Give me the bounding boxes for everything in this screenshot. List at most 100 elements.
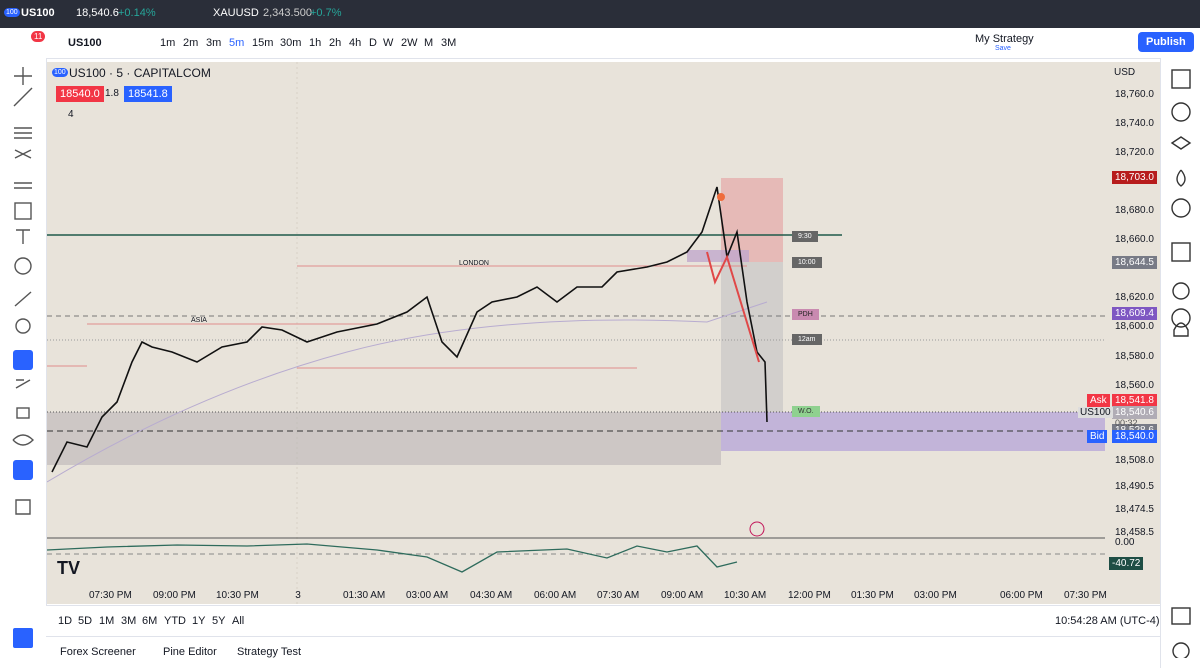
- sell-button[interactable]: 18540.0: [56, 86, 104, 102]
- indicator-count: 4: [68, 109, 74, 120]
- interval-button[interactable]: 1m: [160, 37, 176, 49]
- tab-symbol[interactable]: XAUUSD: [213, 7, 259, 19]
- range-button[interactable]: 6M: [142, 615, 158, 627]
- publish-button[interactable]: Publish: [1138, 32, 1194, 52]
- bottom-panel: [46, 605, 1160, 669]
- price-tick-label: 18,620.0: [1115, 292, 1154, 304]
- widget-bar: [1160, 58, 1200, 668]
- time-tick-label: 09:00 PM: [153, 590, 196, 601]
- price-tick-label: 18,600.0: [1115, 321, 1154, 333]
- price-badge: 18,609.4: [1112, 306, 1157, 320]
- oscillator-zero: 0.00: [1115, 537, 1135, 548]
- interval-button[interactable]: 2W: [401, 37, 418, 49]
- interval-button[interactable]: 30m: [280, 37, 302, 49]
- range-button[interactable]: YTD: [164, 615, 186, 627]
- chart-label: 12am: [792, 334, 822, 345]
- time-tick-label: 3: [295, 590, 301, 601]
- price-tick-label: 18,740.0: [1115, 118, 1154, 130]
- widget-icons: [1170, 69, 1192, 660]
- time-tick-label: 01:30 AM: [343, 590, 386, 601]
- price-tick-label: 18,760.0: [1115, 89, 1154, 100]
- time-tick-label: 03:00 PM: [914, 590, 957, 601]
- divider: [46, 636, 1160, 637]
- tab-price: 18,540.6: [76, 7, 119, 19]
- price-badge: 18,644.5: [1112, 255, 1157, 269]
- time-tick-label: 06:00 PM: [1000, 590, 1043, 601]
- ask-tag: Ask: [1087, 394, 1110, 407]
- countdown: 00:32: [1115, 418, 1138, 428]
- price-tick-label: 18,458.5: [1115, 527, 1154, 539]
- range-button[interactable]: All: [232, 615, 245, 627]
- interval-button[interactable]: 2h: [329, 37, 342, 49]
- price-tick-label: 18,508.0: [1115, 455, 1154, 467]
- price-axis: [1105, 62, 1160, 604]
- notification-badge: 11: [31, 31, 46, 42]
- strategy-menu[interactable]: My Strategy: [975, 33, 1034, 45]
- time-tick-label: 07:30 PM: [1064, 590, 1107, 601]
- range-button[interactable]: 1D: [58, 615, 73, 627]
- bid-tag: Bid: [1087, 430, 1108, 443]
- chart-label: PDH: [792, 309, 819, 320]
- range-button[interactable]: 5Y: [212, 615, 226, 627]
- interval-button[interactable]: M: [424, 37, 434, 49]
- time-tick-label: 10:30 AM: [724, 590, 767, 601]
- price-tick-label: 18,720.0: [1115, 147, 1154, 159]
- strategy-status: Save: [995, 45, 1011, 52]
- tab-symbol[interactable]: US100: [21, 7, 55, 19]
- symbol-badge: 100: [52, 68, 68, 77]
- interval-button[interactable]: 3M: [441, 37, 457, 49]
- bid-price: 18,540.0: [1112, 430, 1157, 443]
- currency-select[interactable]: USD: [1114, 67, 1136, 78]
- interval-button[interactable]: 4h: [349, 37, 362, 49]
- tab-change: +0.14%: [118, 7, 156, 19]
- drawing-toolbar: [0, 58, 47, 668]
- chart-title: US100 · 5 · CAPITALCOM: [69, 66, 211, 80]
- chart-canvas: TV: [47, 62, 1105, 604]
- oscillator-value: -40.72: [1109, 557, 1144, 570]
- range-button[interactable]: 1M: [99, 615, 115, 627]
- time-tick-label: 06:00 AM: [534, 590, 577, 601]
- interval-button[interactable]: 1h: [309, 37, 322, 49]
- interval-button[interactable]: 2m: [183, 37, 199, 49]
- range-button[interactable]: 1Y: [192, 615, 206, 627]
- price-tick-label: 18,580.0: [1115, 350, 1154, 362]
- clock: 10:54:28 AM (UTC-4): [1055, 615, 1160, 627]
- price-tick-label: 18,560.0: [1115, 379, 1154, 391]
- time-tick-label: 07:30 AM: [597, 590, 640, 601]
- price-tick-label: 18,680.0: [1115, 205, 1154, 217]
- time-tick-label: 09:00 AM: [661, 590, 704, 601]
- bottom-tab[interactable]: Pine Editor: [163, 646, 217, 658]
- chart-label: LONDON: [459, 260, 489, 267]
- logo: TV: [57, 558, 80, 578]
- buy-button[interactable]: 18541.8: [124, 86, 172, 102]
- range-button[interactable]: 5D: [78, 615, 93, 627]
- interval-button[interactable]: D: [369, 37, 377, 49]
- tab-badge: 100: [4, 8, 20, 17]
- price-tick-label: 18,474.5: [1115, 503, 1154, 515]
- symbol-search[interactable]: US100: [68, 37, 102, 49]
- price-tick-label: 18,490.5: [1115, 480, 1154, 492]
- interval-button[interactable]: 5m: [229, 37, 245, 49]
- spread: 1.8: [105, 88, 119, 99]
- time-tick-label: 07:30 PM: [89, 590, 132, 601]
- chart-label: W.O.: [792, 406, 820, 417]
- chart-label: ASIA: [191, 317, 207, 324]
- time-tick-label: 10:30 PM: [216, 590, 259, 601]
- interval-button[interactable]: 3m: [206, 37, 222, 49]
- price-badge: 18,703.0: [1112, 170, 1157, 184]
- interval-button[interactable]: W: [383, 37, 394, 49]
- bottom-tab[interactable]: Forex Screener: [60, 646, 136, 658]
- time-tick-label: 12:00 PM: [788, 590, 831, 601]
- range-button[interactable]: 3M: [121, 615, 137, 627]
- time-tick-label: 04:30 AM: [470, 590, 513, 601]
- time-tick-label: 01:30 PM: [851, 590, 894, 601]
- bottom-tab[interactable]: Strategy Test: [237, 646, 301, 658]
- tool-icons: [12, 67, 34, 648]
- time-tick-label: 03:00 AM: [406, 590, 449, 601]
- interval-button[interactable]: 15m: [252, 37, 274, 49]
- last-tag: US100: [1078, 407, 1113, 418]
- chart-label: 9:30: [792, 231, 818, 242]
- price-tick-label: 18,660.0: [1115, 234, 1154, 246]
- last-price: 18,540.6: [1112, 406, 1157, 419]
